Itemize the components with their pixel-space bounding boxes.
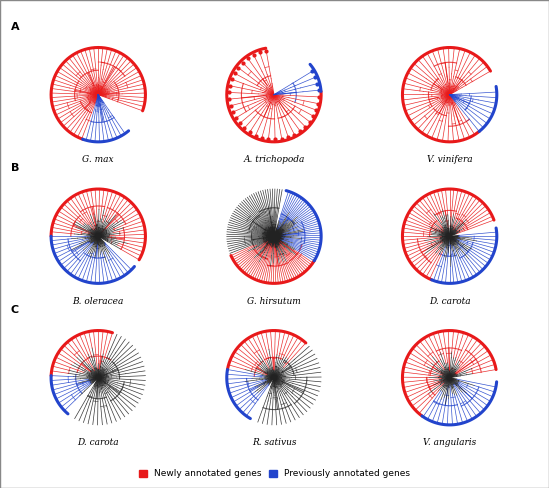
Text: G. max: G. max — [82, 155, 114, 164]
Text: V. vinifera: V. vinifera — [427, 155, 473, 164]
Text: D. carota: D. carota — [77, 438, 119, 447]
Text: A. trichopoda: A. trichopoda — [243, 155, 305, 164]
Text: B. oleracea: B. oleracea — [72, 297, 124, 305]
Text: G. hirsutum: G. hirsutum — [247, 297, 301, 305]
Text: D. carota: D. carota — [429, 297, 470, 305]
Text: A: A — [11, 22, 20, 32]
Text: C: C — [11, 305, 19, 315]
Text: V. angularis: V. angularis — [423, 438, 476, 447]
Text: R. sativus: R. sativus — [251, 438, 296, 447]
Legend: Newly annotated genes, Previously annotated genes: Newly annotated genes, Previously annota… — [136, 467, 413, 481]
Text: B: B — [11, 163, 19, 173]
